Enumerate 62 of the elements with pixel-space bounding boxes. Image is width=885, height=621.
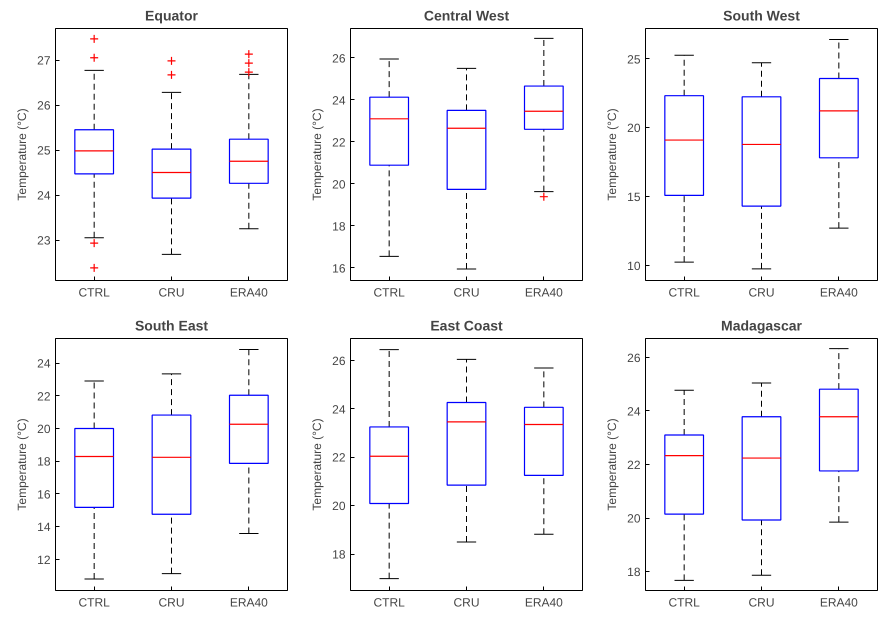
chart-title: East Coast — [430, 318, 504, 334]
y-tick-label: 24 — [37, 356, 51, 371]
y-tick-label: 24 — [332, 402, 346, 416]
x-tick-label: CTRL — [374, 596, 406, 610]
x-tick-label: ERA40 — [820, 596, 858, 610]
y-tick-label: 26 — [627, 350, 641, 365]
y-tick-label: 10 — [627, 258, 641, 273]
y-tick-label: 20 — [627, 121, 641, 136]
y-tick-label: 25 — [37, 144, 51, 158]
y-tick-label: 16 — [37, 487, 51, 502]
y-tick-label: 20 — [37, 422, 51, 436]
y-tick-label: 27 — [37, 54, 51, 68]
y-tick-label: 18 — [627, 565, 641, 580]
y-tick-label: 26 — [37, 98, 51, 112]
y-tick-label: 22 — [332, 450, 346, 465]
y-axis-title: Temperature (°C) — [605, 108, 620, 201]
x-tick-label: CTRL — [78, 286, 110, 300]
x-tick-label: CTRL — [668, 286, 700, 300]
y-tick-label: 24 — [627, 404, 641, 418]
x-tick-label: CRU — [748, 596, 774, 610]
y-tick-label: 14 — [37, 520, 51, 534]
y-tick-label: 18 — [37, 454, 51, 469]
x-tick-label: ERA40 — [820, 286, 858, 300]
x-tick-label: CTRL — [374, 286, 406, 300]
x-tick-label: ERA40 — [230, 596, 268, 610]
y-tick-label: 15 — [627, 190, 641, 204]
y-tick-label: 26 — [332, 51, 346, 66]
x-tick-label: CRU — [158, 286, 184, 300]
y-tick-label: 22 — [332, 135, 346, 150]
x-tick-label: CRU — [454, 596, 480, 610]
y-tick-label: 20 — [627, 512, 641, 526]
y-tick-label: 20 — [332, 499, 346, 514]
y-tick-label: 22 — [37, 389, 51, 404]
y-axis-title: Temperature (°C) — [15, 418, 30, 511]
y-tick-label: 12 — [37, 552, 51, 567]
y-tick-label: 24 — [332, 93, 346, 108]
y-tick-label: 18 — [332, 548, 346, 562]
y-axis-title: Temperature (°C) — [15, 108, 30, 201]
y-axis-title: Temperature (°C) — [310, 108, 324, 201]
y-tick-label: 25 — [627, 52, 641, 66]
x-tick-label: ERA40 — [524, 596, 564, 610]
chart-title: South West — [723, 8, 800, 24]
chart-title: Equator — [145, 8, 198, 24]
y-tick-label: 24 — [37, 188, 51, 202]
y-tick-label: 18 — [332, 219, 346, 234]
chart-title: Madagascar — [721, 318, 803, 334]
x-tick-label: CTRL — [78, 596, 110, 610]
x-tick-label: ERA40 — [524, 286, 564, 300]
x-tick-label: CRU — [454, 286, 480, 300]
y-tick-label: 26 — [332, 354, 346, 368]
y-tick-label: 20 — [332, 177, 346, 192]
x-tick-label: CTRL — [668, 596, 700, 610]
x-tick-label: CRU — [748, 286, 774, 300]
y-tick-label: 16 — [332, 261, 346, 276]
x-tick-label: CRU — [158, 596, 184, 610]
chart-title: Central West — [424, 8, 510, 24]
x-tick-label: ERA40 — [230, 286, 268, 300]
y-tick-label: 23 — [37, 234, 51, 248]
y-tick-label: 22 — [627, 458, 641, 472]
chart-title: South East — [134, 318, 208, 334]
y-axis-title: Temperature (°C) — [605, 418, 620, 511]
y-axis-title: Temperature (°C) — [310, 418, 324, 511]
